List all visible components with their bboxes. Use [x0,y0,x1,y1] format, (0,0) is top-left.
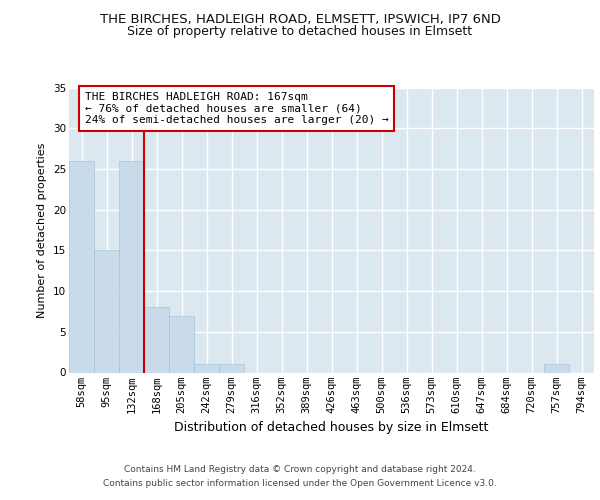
Bar [169,316,194,372]
Text: Size of property relative to detached houses in Elmsett: Size of property relative to detached ho… [127,25,473,38]
Bar [94,250,119,372]
Y-axis label: Number of detached properties: Number of detached properties [37,142,47,318]
Bar [144,308,169,372]
X-axis label: Distribution of detached houses by size in Elmsett: Distribution of detached houses by size … [175,421,488,434]
Bar [194,364,219,372]
Bar [69,161,94,372]
Bar [119,161,144,372]
Bar [219,364,244,372]
Text: THE BIRCHES, HADLEIGH ROAD, ELMSETT, IPSWICH, IP7 6ND: THE BIRCHES, HADLEIGH ROAD, ELMSETT, IPS… [100,12,500,26]
Text: Contains public sector information licensed under the Open Government Licence v3: Contains public sector information licen… [103,478,497,488]
Text: Contains HM Land Registry data © Crown copyright and database right 2024.: Contains HM Land Registry data © Crown c… [124,465,476,474]
Bar [544,364,569,372]
Text: THE BIRCHES HADLEIGH ROAD: 167sqm
← 76% of detached houses are smaller (64)
24% : THE BIRCHES HADLEIGH ROAD: 167sqm ← 76% … [85,92,389,125]
